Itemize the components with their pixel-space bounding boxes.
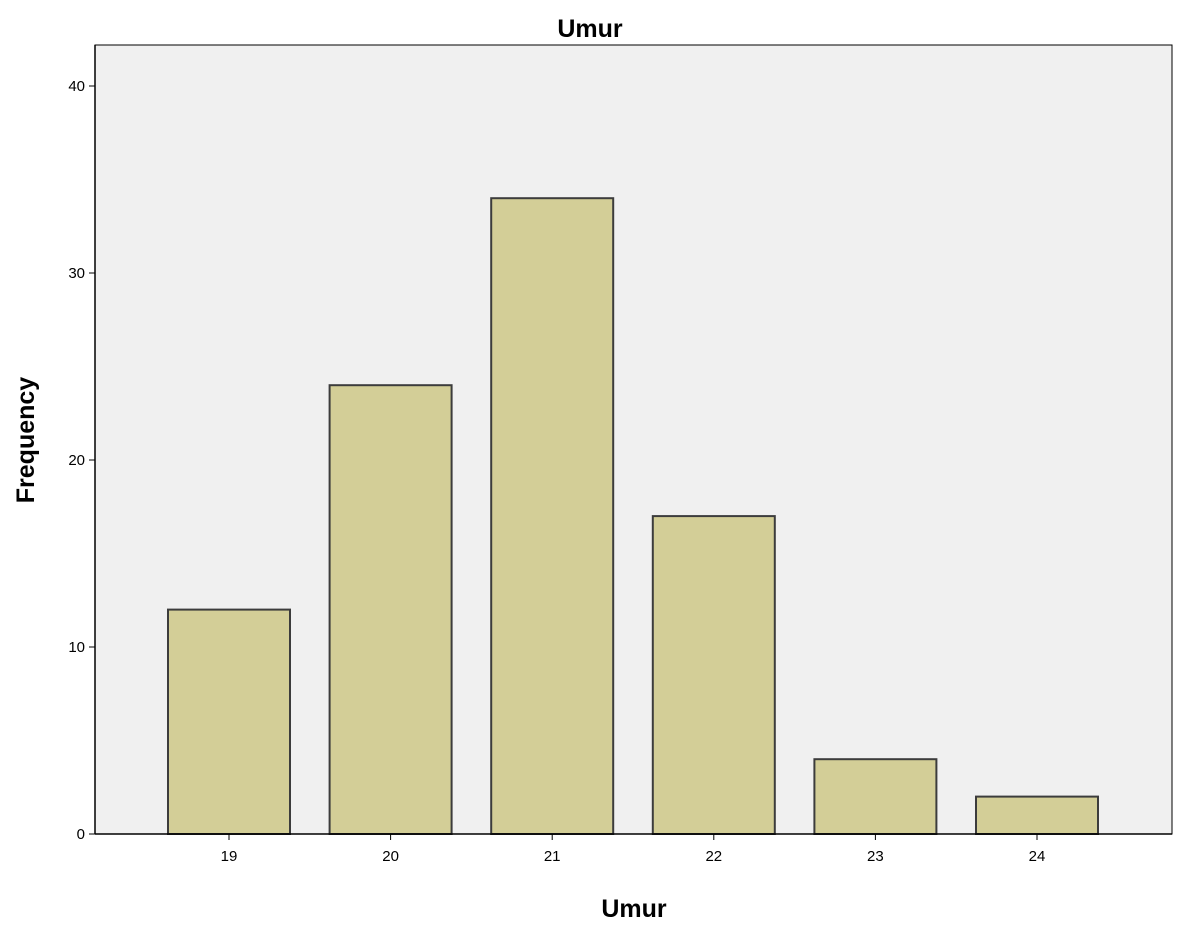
x-tick-label: 19 bbox=[221, 848, 238, 865]
x-axis-title: Umur bbox=[601, 895, 667, 923]
x-tick-label: 22 bbox=[705, 848, 722, 865]
bar-23 bbox=[813, 758, 938, 836]
y-axis-ticks: 0 10 20 30 40 bbox=[68, 78, 95, 843]
y-tick-label: 10 bbox=[68, 639, 85, 656]
x-axis-ticks: 19 20 21 22 23 24 bbox=[221, 834, 1046, 865]
x-tick-label: 24 bbox=[1029, 848, 1046, 865]
bar-24 bbox=[975, 795, 1099, 835]
bar-21 bbox=[490, 197, 615, 835]
y-tick-label: 30 bbox=[68, 265, 85, 282]
bar-22 bbox=[651, 515, 776, 835]
x-tick-label: 23 bbox=[867, 848, 884, 865]
y-tick-label: 20 bbox=[68, 452, 85, 469]
chart-title: Umur bbox=[557, 15, 623, 43]
x-tick-label: 20 bbox=[382, 848, 399, 865]
y-tick-label: 0 bbox=[77, 826, 85, 843]
bars-group bbox=[167, 197, 1099, 836]
y-tick-label: 40 bbox=[68, 78, 85, 95]
y-axis-title: Frequency bbox=[12, 377, 40, 504]
bar-19 bbox=[167, 608, 291, 835]
bar-20 bbox=[328, 384, 453, 835]
x-tick-label: 21 bbox=[544, 848, 561, 865]
